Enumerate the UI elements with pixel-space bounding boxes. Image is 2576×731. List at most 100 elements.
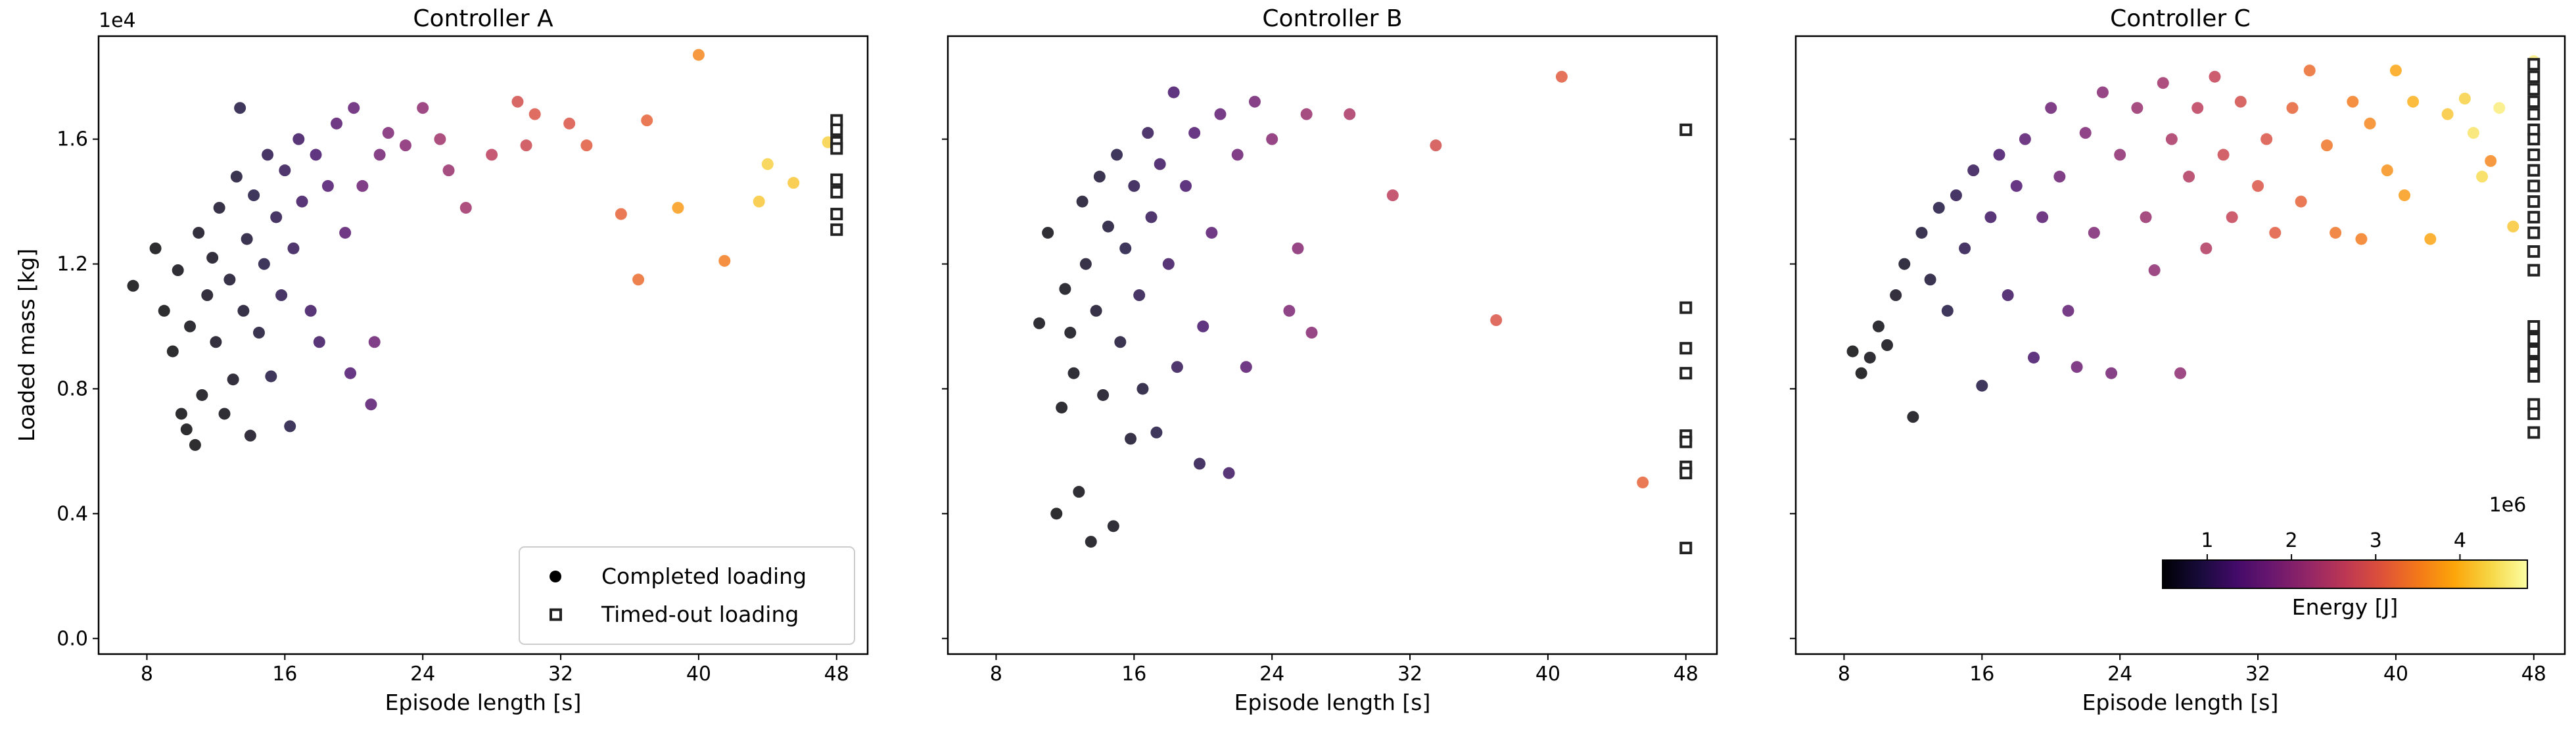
completed-point	[1107, 520, 1119, 532]
y-tick-label: 0.4	[57, 502, 88, 525]
x-tick-label: 16	[1969, 663, 1994, 686]
x-tick-label: 40	[2383, 663, 2408, 686]
completed-point	[1093, 170, 1106, 183]
completed-point	[2441, 108, 2454, 120]
completed-point	[1085, 536, 1097, 548]
completed-point	[1637, 476, 1649, 488]
y-tick-label: 1.2	[57, 253, 88, 276]
completed-point	[1907, 411, 1919, 423]
timed-out-point	[1679, 123, 1693, 136]
completed-point	[279, 164, 291, 177]
panel: Controller B 8 16 24 32 40 48 Episode length [s…	[942, 5, 1718, 715]
completed-point	[365, 398, 377, 411]
completed-point	[172, 264, 184, 277]
completed-point	[1430, 139, 1442, 152]
legend: Completed loading Timed-out loading	[519, 546, 855, 645]
completed-point	[1050, 507, 1063, 520]
y-offset-label: 1e4	[99, 9, 136, 32]
completed-point	[2458, 92, 2471, 105]
x-tick-label: 24	[410, 663, 435, 686]
timed-out-point	[1679, 435, 1693, 448]
completed-point	[248, 189, 260, 202]
panel-title: Controller C	[2110, 5, 2251, 32]
completed-point	[2019, 133, 2031, 145]
completed-point	[258, 258, 270, 270]
timed-out-point	[2527, 195, 2541, 208]
completed-point	[193, 227, 205, 239]
axes-frame	[1794, 35, 2566, 655]
completed-point	[2053, 170, 2066, 183]
completed-point	[520, 139, 532, 152]
completed-point	[241, 233, 253, 245]
completed-point	[1924, 273, 1936, 286]
x-tick-label: 40	[1535, 663, 1560, 686]
completed-point	[2303, 64, 2316, 77]
completed-point	[1881, 339, 1894, 351]
x-axis-label: Episode length [s]	[2082, 690, 2279, 715]
completed-point	[218, 408, 231, 420]
completed-point	[1119, 242, 1132, 254]
x-tick-label: 24	[1259, 663, 1284, 686]
timed-out-point	[2527, 226, 2541, 239]
completed-point	[2234, 95, 2247, 108]
completed-point	[787, 177, 800, 189]
completed-point	[1266, 133, 1278, 145]
completed-point	[1067, 367, 1080, 379]
completed-point	[227, 373, 239, 386]
completed-point	[2157, 77, 2169, 89]
completed-point	[1142, 127, 1154, 139]
completed-point	[1292, 242, 1304, 254]
completed-point	[2399, 189, 2411, 202]
completed-point	[196, 389, 208, 401]
completed-point	[1915, 227, 1928, 239]
completed-point	[2028, 351, 2040, 364]
completed-point	[213, 202, 225, 214]
completed-point	[293, 133, 305, 145]
completed-point	[563, 117, 576, 130]
completed-point	[1950, 189, 1962, 202]
completed-point	[2476, 170, 2489, 183]
x-tick-label: 48	[824, 663, 849, 686]
completed-point	[1042, 227, 1054, 239]
completed-point	[175, 408, 187, 420]
completed-point	[1033, 317, 1046, 329]
completed-point	[1188, 127, 1201, 139]
timed-out-point	[1679, 301, 1693, 314]
completed-point	[1167, 86, 1180, 99]
completed-point	[2407, 95, 2420, 108]
x-axis-label: Episode length [s]	[385, 690, 582, 715]
x-tick-label: 32	[548, 663, 573, 686]
completed-point	[2330, 227, 2342, 239]
legend-frame	[519, 546, 855, 645]
completed-point	[2260, 133, 2273, 145]
completed-point	[1150, 426, 1163, 438]
completed-point	[1976, 379, 1988, 392]
x-tick-label: 32	[1397, 663, 1422, 686]
completed-point	[1097, 389, 1110, 401]
completed-point	[1194, 458, 1206, 470]
timed-out-point	[830, 173, 843, 186]
timed-out-point	[830, 142, 843, 155]
completed-point	[1967, 164, 1980, 177]
completed-point	[1102, 220, 1114, 233]
completed-point	[262, 149, 274, 161]
completed-point	[2002, 289, 2014, 302]
completed-point	[180, 423, 193, 436]
timed-out-point	[2527, 210, 2541, 224]
completed-point	[331, 117, 343, 130]
timed-out-point	[830, 208, 843, 221]
completed-point	[1555, 70, 1568, 83]
completed-point	[234, 102, 246, 114]
completed-point	[1223, 467, 1235, 479]
completed-point	[166, 345, 179, 358]
completed-point	[223, 273, 236, 286]
timed-out-point	[2527, 333, 2541, 346]
x-tick-label: 16	[272, 663, 297, 686]
completed-point	[2252, 179, 2264, 192]
timed-out-point	[2527, 369, 2541, 383]
x-tick-label: 8	[1838, 663, 1850, 686]
x-tick-label: 48	[2521, 663, 2546, 686]
timed-out-point	[2527, 357, 2541, 370]
